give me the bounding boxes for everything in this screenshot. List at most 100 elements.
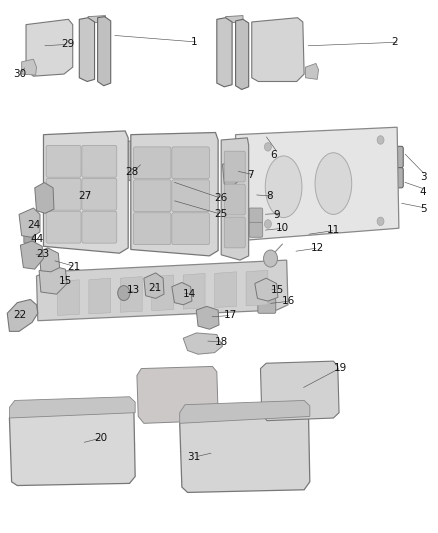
- Polygon shape: [217, 18, 232, 87]
- Ellipse shape: [265, 143, 272, 151]
- Ellipse shape: [377, 217, 384, 225]
- Polygon shape: [20, 241, 43, 269]
- FancyBboxPatch shape: [258, 298, 276, 313]
- Polygon shape: [221, 138, 249, 260]
- Polygon shape: [236, 127, 399, 241]
- Polygon shape: [19, 208, 40, 237]
- Polygon shape: [144, 273, 164, 298]
- Polygon shape: [10, 397, 135, 418]
- Text: 10: 10: [276, 223, 289, 233]
- FancyBboxPatch shape: [172, 180, 209, 212]
- Polygon shape: [226, 15, 243, 23]
- Text: 24: 24: [27, 220, 40, 230]
- Ellipse shape: [118, 286, 130, 301]
- FancyBboxPatch shape: [383, 167, 403, 188]
- Polygon shape: [43, 131, 128, 253]
- Polygon shape: [215, 272, 237, 308]
- FancyBboxPatch shape: [82, 146, 117, 177]
- Polygon shape: [89, 278, 111, 314]
- Polygon shape: [172, 282, 192, 305]
- Polygon shape: [88, 15, 106, 23]
- FancyBboxPatch shape: [383, 147, 403, 167]
- Polygon shape: [223, 160, 239, 187]
- FancyBboxPatch shape: [134, 213, 171, 245]
- FancyBboxPatch shape: [224, 217, 245, 248]
- Polygon shape: [252, 18, 304, 82]
- Text: 15: 15: [271, 286, 284, 295]
- Text: 4: 4: [420, 187, 427, 197]
- Polygon shape: [7, 300, 38, 332]
- Polygon shape: [236, 19, 249, 90]
- Text: 21: 21: [148, 283, 162, 293]
- FancyBboxPatch shape: [134, 147, 171, 179]
- Text: 11: 11: [327, 225, 340, 236]
- Polygon shape: [131, 133, 218, 256]
- FancyBboxPatch shape: [46, 211, 81, 243]
- Polygon shape: [21, 59, 36, 75]
- FancyBboxPatch shape: [82, 178, 117, 210]
- Polygon shape: [39, 248, 60, 272]
- Polygon shape: [261, 361, 339, 421]
- Polygon shape: [137, 367, 218, 423]
- Text: 2: 2: [392, 37, 398, 47]
- Polygon shape: [246, 270, 268, 306]
- FancyBboxPatch shape: [249, 208, 263, 223]
- Text: 27: 27: [78, 191, 92, 201]
- FancyBboxPatch shape: [172, 147, 209, 179]
- Text: 15: 15: [59, 277, 72, 286]
- Text: 9: 9: [274, 210, 280, 220]
- Polygon shape: [79, 18, 95, 82]
- FancyBboxPatch shape: [152, 190, 173, 209]
- Text: 30: 30: [13, 69, 26, 79]
- FancyBboxPatch shape: [152, 169, 173, 190]
- Polygon shape: [180, 400, 310, 423]
- Ellipse shape: [265, 220, 272, 228]
- FancyBboxPatch shape: [46, 178, 81, 210]
- Ellipse shape: [264, 250, 278, 267]
- Text: 12: 12: [311, 243, 324, 253]
- Text: 29: 29: [61, 39, 74, 49]
- Text: 18: 18: [215, 337, 228, 347]
- FancyBboxPatch shape: [224, 184, 245, 215]
- Ellipse shape: [265, 156, 302, 217]
- FancyBboxPatch shape: [46, 146, 81, 177]
- Text: 21: 21: [67, 262, 80, 271]
- Polygon shape: [255, 278, 278, 301]
- FancyBboxPatch shape: [249, 222, 263, 237]
- Text: 44: 44: [30, 234, 44, 244]
- FancyBboxPatch shape: [82, 211, 117, 243]
- Polygon shape: [305, 63, 318, 79]
- FancyBboxPatch shape: [127, 141, 155, 180]
- FancyBboxPatch shape: [134, 180, 171, 212]
- Polygon shape: [183, 333, 223, 354]
- Polygon shape: [57, 280, 79, 316]
- Text: 1: 1: [191, 37, 197, 47]
- Text: 7: 7: [247, 170, 254, 180]
- Text: 8: 8: [266, 191, 273, 201]
- Polygon shape: [36, 260, 288, 321]
- FancyBboxPatch shape: [24, 231, 35, 243]
- Text: 22: 22: [13, 310, 26, 320]
- Ellipse shape: [377, 136, 384, 144]
- Polygon shape: [10, 403, 135, 486]
- Polygon shape: [180, 409, 310, 492]
- Polygon shape: [35, 182, 54, 213]
- Polygon shape: [26, 19, 73, 76]
- Text: 3: 3: [420, 172, 427, 182]
- Polygon shape: [98, 17, 111, 86]
- Text: 26: 26: [214, 193, 227, 204]
- Text: 19: 19: [333, 362, 346, 373]
- FancyBboxPatch shape: [224, 151, 245, 182]
- Text: 28: 28: [125, 167, 138, 177]
- Text: 31: 31: [187, 452, 201, 462]
- Text: 20: 20: [95, 433, 108, 443]
- Polygon shape: [183, 273, 205, 309]
- Text: 14: 14: [183, 289, 197, 299]
- Polygon shape: [39, 265, 67, 294]
- Ellipse shape: [315, 153, 352, 214]
- Polygon shape: [196, 306, 219, 329]
- Polygon shape: [152, 275, 173, 311]
- FancyBboxPatch shape: [172, 213, 209, 245]
- Text: 6: 6: [271, 150, 277, 160]
- Text: 5: 5: [420, 204, 427, 214]
